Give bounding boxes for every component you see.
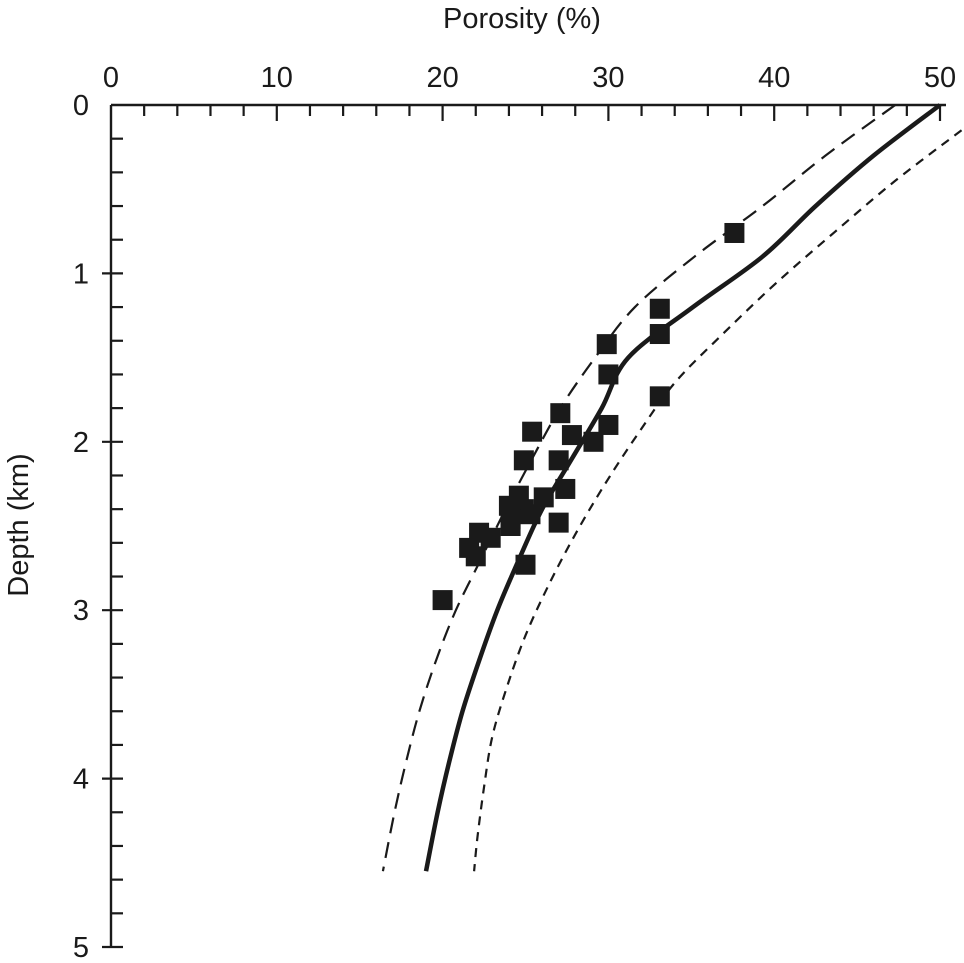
data-point-square bbox=[598, 364, 619, 385]
y-tick-label: 0 bbox=[73, 90, 89, 122]
data-point-square bbox=[513, 450, 534, 471]
data-points bbox=[432, 222, 745, 611]
y-tick-label: 5 bbox=[73, 932, 89, 963]
data-point-square bbox=[500, 516, 521, 536]
curves bbox=[381, 103, 963, 872]
data-point-square bbox=[596, 334, 617, 355]
data-point-square bbox=[520, 504, 541, 525]
data-point-square bbox=[533, 487, 554, 508]
data-point-square bbox=[432, 590, 453, 611]
y-tick-label: 4 bbox=[73, 764, 89, 796]
data-point-square bbox=[515, 554, 536, 575]
x-tick-label: 40 bbox=[758, 62, 790, 94]
data-point-square bbox=[583, 431, 604, 452]
data-point-square bbox=[724, 222, 745, 243]
y-tick-label: 3 bbox=[73, 595, 89, 627]
lower-bound-curve bbox=[473, 129, 963, 872]
data-point-square bbox=[550, 403, 571, 424]
x-tick-label: 30 bbox=[592, 62, 624, 94]
data-point-square bbox=[598, 414, 619, 435]
data-point-square bbox=[561, 425, 582, 446]
data-point-square bbox=[548, 450, 569, 471]
data-point-square bbox=[649, 386, 670, 407]
axes: 0 10 20 30 40 50 0 1 2 3 4 5 bbox=[73, 62, 956, 963]
data-point-square bbox=[649, 298, 670, 319]
x-axis-title: Porosity (%) bbox=[443, 3, 601, 35]
x-tick-label: 50 bbox=[924, 62, 956, 94]
y-axis-title: Depth (km) bbox=[3, 453, 35, 596]
data-point-square bbox=[465, 546, 486, 567]
fit-curve bbox=[423, 103, 942, 872]
data-point-square bbox=[649, 324, 670, 345]
y-tick-label: 1 bbox=[73, 258, 89, 290]
data-point-square bbox=[555, 478, 576, 499]
data-point-square bbox=[522, 421, 543, 442]
data-point-square bbox=[548, 512, 569, 533]
x-tick-label: 10 bbox=[261, 62, 293, 94]
x-tick-label: 0 bbox=[103, 62, 119, 94]
upper-bound-curve bbox=[381, 104, 896, 872]
y-tick-label: 2 bbox=[73, 427, 89, 459]
data-point-square bbox=[480, 527, 501, 548]
x-tick-label: 20 bbox=[426, 62, 458, 94]
